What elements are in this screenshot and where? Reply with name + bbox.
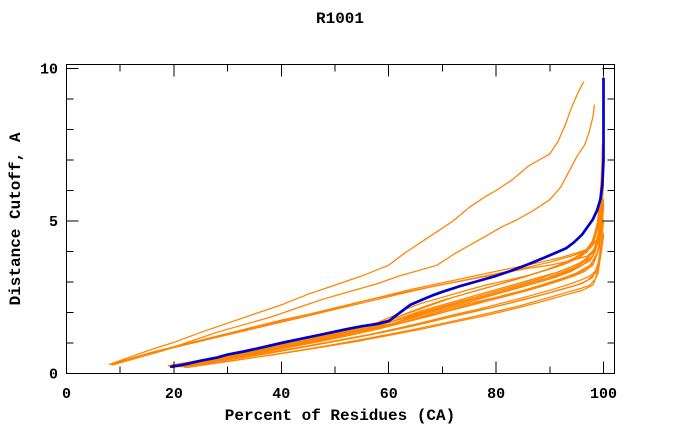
y-tick-label-5: 5 [49,214,58,231]
x-tick-label-80: 80 [487,386,505,403]
x-axis-label: Percent of Residues (CA) [225,407,455,425]
curve-model-10 [170,199,605,367]
curve-lines [108,77,605,369]
curve-model-17 [167,174,605,367]
tick-labels: 0 20 40 60 80 100 0 5 10 [40,62,617,404]
x-tick-label-20: 20 [165,386,183,403]
curve-model-05 [114,174,605,365]
curve-model-13 [178,235,604,368]
curve-model-02-outlier-mid [111,104,596,366]
curve-model-09 [178,183,605,367]
curve-model-12 [175,202,605,368]
chart-title: R1001 [316,10,364,28]
x-tick-label-60: 60 [380,386,398,403]
x-tick-label-0: 0 [62,386,71,403]
curve-model-06 [167,214,603,367]
curve-model-21 [167,177,604,367]
y-tick-label-10: 10 [40,62,58,79]
curve-model-15 [183,235,605,369]
x-tick-label-100: 100 [590,386,617,403]
curve-highlighted-model [169,77,605,369]
y-axis-label: Distance Cutoff, A [7,132,25,305]
y-tick-label-0: 0 [49,367,58,384]
x-tick-label-40: 40 [272,386,290,403]
curve-model-22 [175,232,605,368]
curve-model-16 [186,244,603,369]
axis-box-and-ticks [66,64,615,374]
curve-model-01-outlier-high [108,81,585,366]
curve-model-20 [178,205,605,367]
